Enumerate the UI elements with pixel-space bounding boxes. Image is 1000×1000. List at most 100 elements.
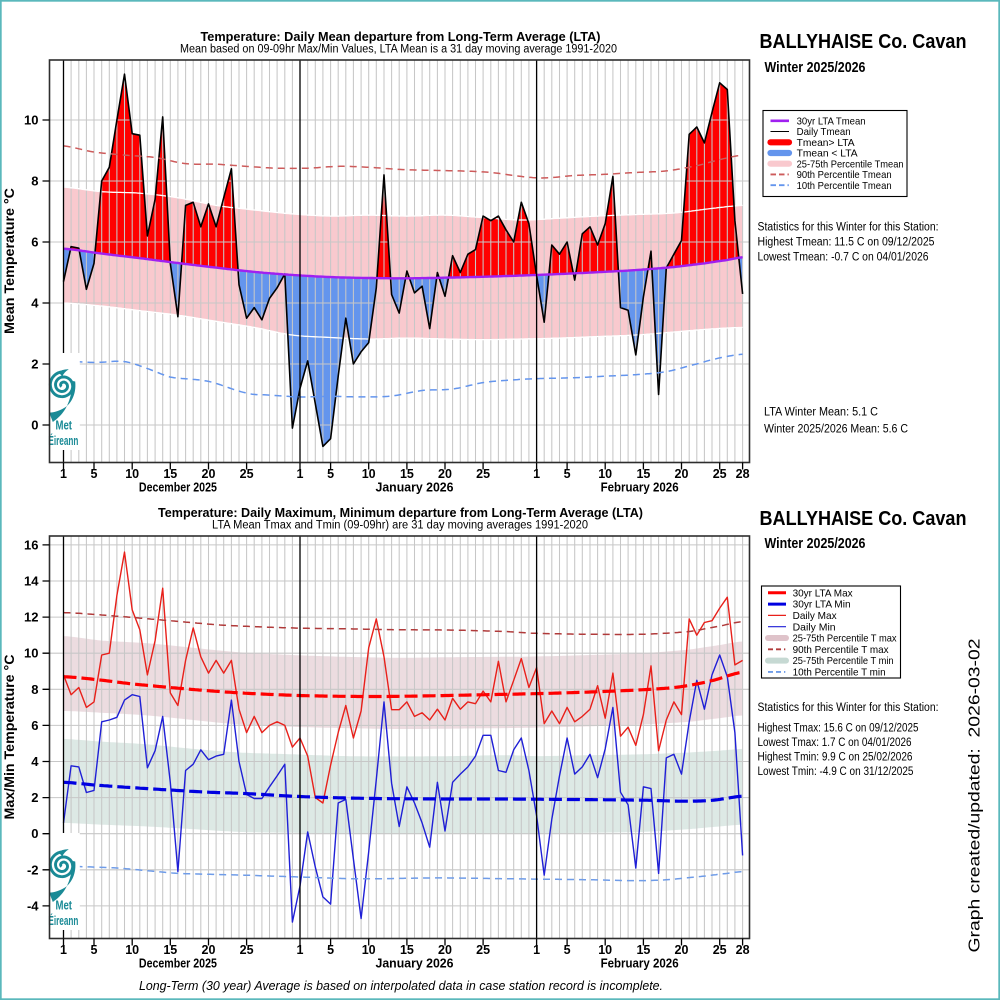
svg-text:25: 25 [240, 943, 254, 957]
svg-text:90th Percentile Tmean: 90th Percentile Tmean [797, 169, 892, 181]
svg-text:Éireann: Éireann [48, 433, 78, 448]
svg-text:December 2025: December 2025 [139, 956, 217, 970]
svg-text:Mean based on 09-09hr Max/Min: Mean based on 09-09hr Max/Min Values, LT… [180, 44, 617, 56]
svg-text:25: 25 [240, 467, 254, 481]
svg-text:0: 0 [31, 826, 38, 841]
svg-text:25: 25 [713, 467, 727, 481]
svg-text:14: 14 [24, 574, 39, 589]
svg-text:20: 20 [202, 467, 216, 481]
svg-text:6: 6 [31, 718, 38, 733]
svg-text:25-75th Percentile T min: 25-75th Percentile T min [793, 655, 894, 667]
svg-text:25: 25 [476, 467, 490, 481]
svg-text:20: 20 [675, 467, 689, 481]
svg-text:16: 16 [24, 537, 38, 552]
svg-text:25-75th Percentile T max: 25-75th Percentile T max [793, 633, 898, 645]
svg-text:20: 20 [675, 943, 689, 957]
svg-text:1: 1 [60, 943, 67, 957]
svg-text:1: 1 [297, 943, 304, 957]
svg-text:February 2026: February 2026 [601, 956, 679, 970]
svg-text:5: 5 [564, 467, 571, 481]
svg-text:10: 10 [125, 467, 139, 481]
svg-text:20: 20 [438, 943, 452, 957]
svg-text:10: 10 [24, 646, 38, 661]
svg-text:4: 4 [31, 296, 39, 311]
svg-text:30yr LTA Min: 30yr LTA Min [793, 599, 851, 611]
svg-text:Statistics for this Winter for: Statistics for this Winter for this Stat… [758, 702, 939, 714]
svg-text:4: 4 [31, 754, 39, 769]
svg-text:Daily Min: Daily Min [793, 621, 836, 633]
svg-text:Graph created/updated: 2026-0: Graph created/updated: 2026-03-02 [967, 639, 984, 953]
svg-text:Long-Term (30 year) Average is: Long-Term (30 year) Average is based on … [139, 978, 663, 993]
svg-text:10th Percentile T min: 10th Percentile T min [793, 667, 886, 679]
svg-text:Temperature: Daily Mean depart: Temperature: Daily Mean departure from L… [201, 29, 601, 44]
svg-text:15: 15 [163, 467, 177, 481]
svg-text:5: 5 [91, 943, 98, 957]
svg-text:January 2026: January 2026 [376, 480, 454, 494]
svg-text:20: 20 [438, 467, 452, 481]
svg-text:10th Percentile Tmean: 10th Percentile Tmean [797, 180, 892, 192]
svg-text:Highest Tmax: 15.6 C on 09/12/: Highest Tmax: 15.6 C on 09/12/2025 [758, 723, 919, 735]
svg-text:Winter 2025/2026: Winter 2025/2026 [765, 536, 866, 552]
svg-text:5: 5 [564, 943, 571, 957]
svg-text:Temperature: Daily Maximum, Mi: Temperature: Daily Maximum, Minimum depa… [158, 505, 643, 520]
svg-text:-4: -4 [27, 898, 39, 913]
svg-text:20: 20 [202, 943, 216, 957]
svg-text:25: 25 [713, 943, 727, 957]
svg-text:BALLYHAISE Co. Cavan: BALLYHAISE Co. Cavan [760, 31, 967, 53]
svg-text:Lowest Tmean: -0.7 C on 04/01/: Lowest Tmean: -0.7 C on 04/01/2026 [758, 252, 929, 264]
svg-text:28: 28 [736, 467, 750, 481]
svg-text:10: 10 [125, 943, 139, 957]
svg-text:8: 8 [31, 174, 38, 189]
svg-text:1: 1 [533, 467, 540, 481]
svg-text:0: 0 [31, 418, 38, 433]
svg-text:10: 10 [362, 467, 376, 481]
svg-text:10: 10 [598, 467, 612, 481]
svg-text:2: 2 [31, 790, 38, 805]
svg-text:6: 6 [31, 235, 38, 250]
svg-text:February 2026: February 2026 [601, 480, 679, 494]
svg-text:30yr LTA Tmean: 30yr LTA Tmean [797, 115, 866, 127]
svg-text:LTA Winter Mean: 5.1 C: LTA Winter Mean: 5.1 C [764, 407, 878, 419]
svg-text:Winter 2025/2026: Winter 2025/2026 [765, 60, 866, 76]
svg-text:Mean Temperature °C: Mean Temperature °C [2, 188, 17, 334]
svg-text:1: 1 [533, 943, 540, 957]
svg-text:1: 1 [60, 467, 67, 481]
svg-text:-2: -2 [27, 862, 39, 877]
svg-text:Éireann: Éireann [48, 913, 78, 928]
svg-text:15: 15 [636, 943, 650, 957]
svg-text:December 2025: December 2025 [139, 480, 217, 494]
svg-text:Met: Met [56, 899, 73, 913]
svg-text:15: 15 [400, 943, 414, 957]
svg-text:28: 28 [736, 943, 750, 957]
svg-text:Highest Tmean: 11.5 C on 09/12: Highest Tmean: 11.5 C on 09/12/2025 [758, 237, 935, 249]
svg-text:10: 10 [598, 943, 612, 957]
svg-text:15: 15 [636, 467, 650, 481]
svg-text:15: 15 [163, 943, 177, 957]
svg-text:Max/Min Temperature °C: Max/Min Temperature °C [2, 654, 17, 819]
svg-text:LTA Mean Tmax and Tmin (09-09h: LTA Mean Tmax and Tmin (09-09hr) are 31 … [212, 520, 588, 532]
svg-text:Met: Met [56, 419, 73, 433]
svg-text:BALLYHAISE Co. Cavan: BALLYHAISE Co. Cavan [760, 508, 967, 530]
svg-text:Tmean> LTA: Tmean> LTA [797, 137, 855, 149]
svg-text:Daily Tmean: Daily Tmean [797, 126, 851, 138]
svg-text:Lowest Tmin: -4.9 C on 31/12/2: Lowest Tmin: -4.9 C on 31/12/2025 [758, 766, 914, 778]
svg-text:January 2026: January 2026 [376, 956, 454, 970]
svg-text:8: 8 [31, 682, 38, 697]
svg-text:5: 5 [327, 467, 334, 481]
svg-text:5: 5 [91, 467, 98, 481]
svg-text:2: 2 [31, 357, 38, 372]
svg-text:15: 15 [400, 467, 414, 481]
svg-text:Winter 2025/2026 Mean: 5.6 C: Winter 2025/2026 Mean: 5.6 C [764, 424, 908, 436]
svg-text:Lowest Tmax: 1.7 C on 04/01/20: Lowest Tmax: 1.7 C on 04/01/2026 [758, 737, 912, 749]
svg-text:Tmean < LTA: Tmean < LTA [797, 148, 858, 160]
svg-text:Statistics for this Winter for: Statistics for this Winter for this Stat… [758, 222, 939, 234]
svg-text:12: 12 [24, 610, 38, 625]
svg-text:Highest Tmin: 9.9 C on 25/02/2: Highest Tmin: 9.9 C on 25/02/2026 [758, 752, 913, 764]
svg-text:30yr LTA Max: 30yr LTA Max [793, 587, 854, 599]
svg-text:10: 10 [362, 943, 376, 957]
svg-text:1: 1 [297, 467, 304, 481]
svg-text:5: 5 [327, 943, 334, 957]
svg-text:25: 25 [476, 943, 490, 957]
svg-text:90th Percentile T max: 90th Percentile T max [793, 644, 890, 656]
svg-text:25-75th Percentile Tmean: 25-75th Percentile Tmean [797, 158, 904, 170]
